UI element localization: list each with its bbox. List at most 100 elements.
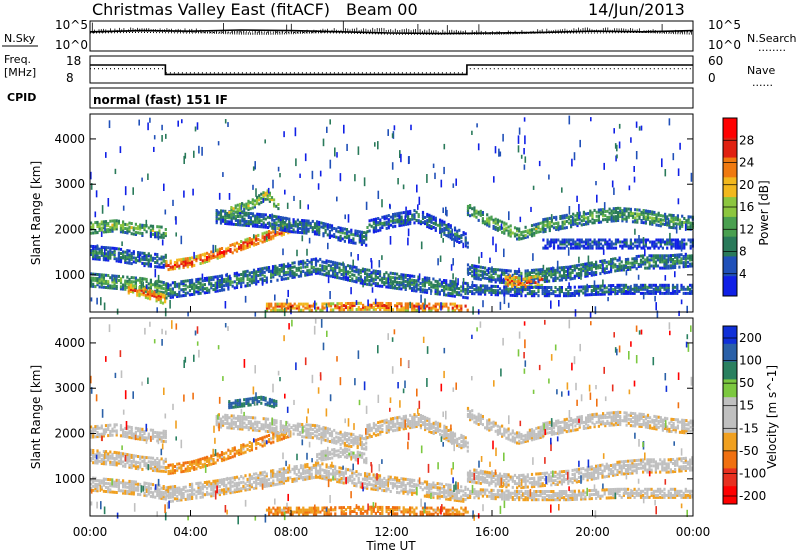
colorbar-tick-label: 8	[739, 245, 747, 259]
power-band-7-cell	[216, 279, 219, 283]
power-band-11-cell	[577, 276, 581, 279]
power-band-13-cell	[597, 216, 600, 220]
power-band-7-cell	[372, 269, 375, 273]
power-band-13-cell	[670, 226, 673, 229]
power-band-5-cell	[254, 214, 257, 218]
power-band-5-cell	[333, 235, 336, 239]
power-band-7-cell	[208, 288, 211, 292]
power-band-11-cell	[642, 256, 645, 260]
power-band-14-cell	[608, 238, 611, 242]
velocity-band-1-cell	[92, 453, 95, 457]
power-band-12-cell	[538, 276, 541, 280]
power-band-14-cell	[649, 240, 652, 244]
power-band-11-cell	[475, 264, 478, 268]
power-band-15-cell	[565, 294, 568, 298]
power-band-2-cell	[162, 281, 165, 284]
power-band-7-cell	[306, 271, 309, 275]
power-band-0-cell	[124, 227, 127, 230]
power-band-3-cell	[136, 289, 139, 293]
power-band-2-cell	[139, 276, 142, 280]
power-band-9-cell	[372, 218, 375, 222]
power-band-13-cell	[591, 211, 594, 215]
power-band-11-cell	[477, 277, 480, 281]
power-speckle	[359, 233, 362, 243]
power-band-15-cell	[490, 290, 493, 294]
power-band-13-cell	[653, 212, 656, 216]
power-band-1-cell	[107, 246, 110, 250]
power-band-5-cell	[215, 213, 218, 217]
power-band-8-cell	[396, 302, 399, 306]
power-band-8-cell	[272, 308, 275, 312]
power-band-2-cell	[104, 281, 108, 285]
power-band-7-cell	[344, 269, 347, 273]
power-band-7-cell	[464, 288, 467, 291]
power-band-5-cell	[237, 221, 240, 225]
power-band-7-cell	[265, 276, 268, 280]
power-band-7-cell	[259, 273, 262, 277]
power-band-12-cell	[532, 285, 535, 289]
power-band-12-cell	[532, 275, 535, 279]
power-band-1-cell	[94, 251, 97, 255]
power-band-11-cell	[471, 274, 474, 278]
power-band-15-cell	[490, 288, 493, 292]
power-speckle	[404, 215, 406, 224]
power-speckle	[452, 183, 455, 188]
power-band-4-cell	[246, 245, 249, 249]
power-band-5-cell	[345, 236, 349, 240]
power-band-7-cell	[355, 280, 358, 284]
power-band-14-cell	[585, 240, 588, 244]
power-band-1-cell	[149, 264, 152, 268]
velocity-band-1-cell	[98, 455, 101, 459]
power-band-7-cell	[216, 277, 219, 281]
power-band-15-cell	[558, 290, 561, 294]
power-speckle	[423, 304, 425, 310]
power-band-11-cell	[686, 254, 689, 258]
power-band-10-cell	[539, 221, 542, 225]
velocity-band-0-cell	[139, 435, 142, 439]
power-band-3-cell	[136, 291, 139, 295]
power-speckle	[253, 234, 255, 239]
power-band-7-cell	[449, 283, 452, 287]
power-band-13-cell	[627, 211, 630, 215]
power-band-5-cell	[365, 237, 368, 241]
power-band-7-cell	[182, 294, 185, 298]
power-band-10-cell	[496, 218, 499, 222]
power-band-14-cell	[670, 242, 673, 246]
power-band-15-cell	[481, 284, 484, 288]
power-band-7-cell	[400, 283, 403, 287]
velocity-band-0-cell	[107, 434, 110, 438]
colorbar-swatch	[723, 276, 737, 297]
power-band-7-cell	[242, 272, 245, 276]
power-band-13-cell	[563, 216, 566, 220]
power-band-14-cell	[585, 242, 588, 246]
power-speckle	[679, 142, 681, 150]
power-speckle	[519, 216, 522, 223]
power-band-13-cell	[561, 214, 564, 218]
power-band-9-cell	[370, 218, 373, 222]
power-band-5-cell	[286, 217, 289, 221]
power-speckle	[499, 301, 502, 310]
power-band-11-cell	[539, 272, 542, 276]
power-band-15-cell	[669, 291, 672, 295]
power-band-15-cell	[535, 286, 538, 289]
power-band-5-cell	[243, 213, 246, 217]
power-band-14-cell	[610, 246, 613, 250]
power-speckle	[489, 257, 491, 263]
power-band-11-cell	[569, 265, 572, 269]
power-band-11-cell	[494, 268, 497, 272]
power-band-7-cell	[308, 268, 311, 272]
velocity-band-0-cell	[122, 430, 125, 434]
power-band-7-cell	[225, 277, 228, 281]
power-band-13-cell	[649, 216, 652, 220]
power-band-10-cell	[535, 229, 538, 232]
power-band-14-cell	[548, 242, 551, 246]
power-band-14-cell	[574, 246, 577, 250]
power-band-7-cell	[436, 290, 439, 294]
power-band-0-cell	[162, 231, 165, 235]
power-band-5-cell	[313, 226, 317, 230]
power-band-13-cell	[614, 219, 618, 223]
power-band-7-cell	[278, 272, 281, 276]
power-band-13-cell	[640, 210, 643, 214]
power-band-7-cell	[250, 281, 253, 285]
